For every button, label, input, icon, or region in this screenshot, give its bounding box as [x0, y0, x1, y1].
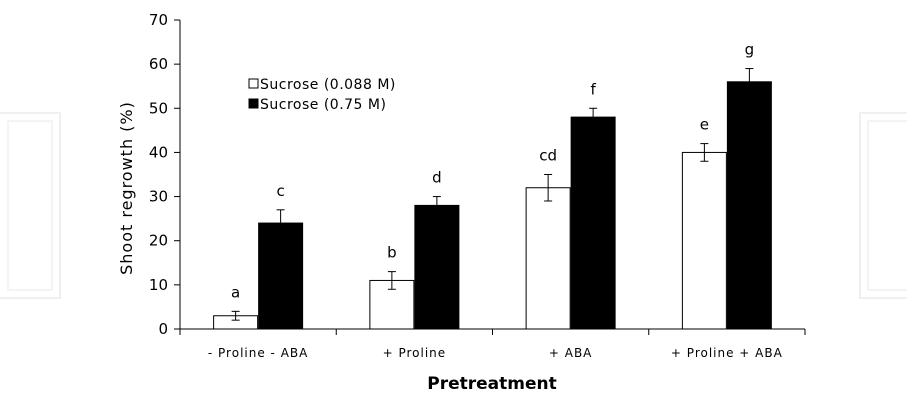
x-category-label: + Proline	[383, 346, 447, 360]
bar-series-2	[570, 116, 616, 330]
y-tick-label: 10	[149, 276, 168, 294]
y-axis-title: Shoot regrowth (%)	[117, 101, 136, 275]
x-category-label: + Proline + ABA	[671, 346, 783, 360]
significance-label: cd	[539, 147, 557, 165]
y-tick-label: 20	[149, 232, 168, 250]
bar-series-1	[525, 187, 571, 330]
y-tick-label: 60	[149, 55, 168, 73]
significance-label: c	[277, 182, 285, 200]
legend: Sucrose (0.088 M) Sucrose (0.75 M)	[248, 77, 396, 113]
legend-swatch-series-2	[248, 98, 259, 109]
significance-label: e	[700, 116, 709, 134]
bar-series-2	[258, 222, 304, 330]
significance-label: d	[432, 169, 442, 187]
significance-label: f	[590, 80, 596, 98]
significance-label: b	[387, 244, 397, 262]
y-tick-label: 70	[149, 11, 168, 29]
legend-swatch-series-1	[248, 78, 259, 89]
x-category-label: - Proline - ABA	[208, 346, 308, 360]
y-tick-label: 30	[149, 188, 168, 206]
x-axis-title: Pretreatment	[427, 374, 556, 394]
significance-label: g	[745, 41, 755, 59]
y-tick-label: 0	[158, 320, 168, 338]
background-decoration	[0, 112, 907, 299]
bar-series-2	[726, 81, 772, 330]
y-tick-label: 40	[149, 143, 168, 161]
significance-label: a	[231, 283, 240, 301]
bar-series-2	[414, 204, 460, 330]
legend-label-series-1: Sucrose (0.088 M)	[260, 77, 396, 93]
y-tick-label: 50	[149, 99, 168, 117]
legend-label-series-2: Sucrose (0.75 M)	[260, 97, 386, 113]
x-category-label: + ABA	[549, 346, 593, 360]
bar-series-1	[681, 151, 727, 330]
